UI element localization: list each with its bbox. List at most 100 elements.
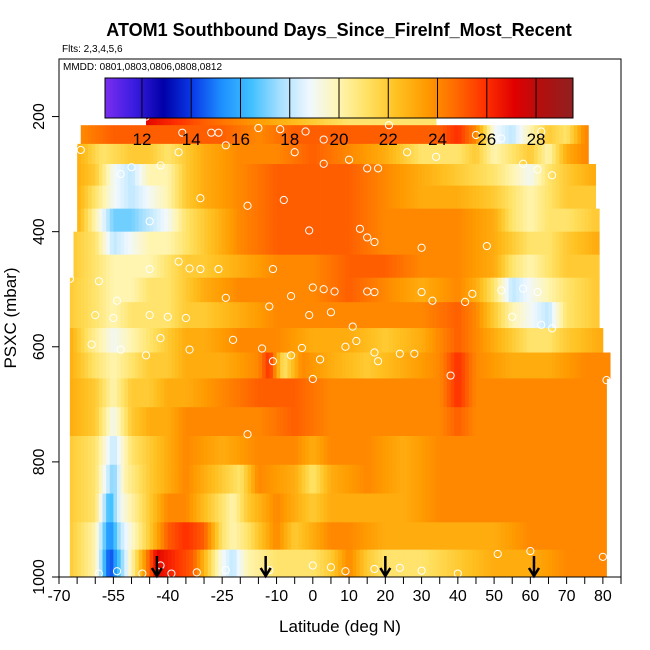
heatmap-cell [309,522,314,551]
heatmap-cell [138,208,143,233]
heatmap-cell [124,208,129,233]
heatmap-cell [457,125,462,145]
heatmap-cell [508,435,513,466]
heatmap-cell [559,185,564,210]
heatmap-cell [214,302,219,329]
sample-point [308,374,317,384]
heatmap-cell [77,328,82,353]
heatmap-cell [352,208,357,233]
heatmap-cell [280,302,285,329]
sample-point [290,148,299,157]
heatmap-cell [501,549,506,577]
heatmap-cell [334,208,339,233]
heatmap-cell [204,378,209,408]
heatmap-cell [504,277,509,303]
heatmap-cell [349,352,354,379]
heatmap-cell [396,277,401,303]
heatmap-cell [388,352,393,379]
heatmap-cell [454,407,459,437]
heatmap-cell [479,352,484,379]
heatmap-cell [280,549,285,577]
heatmap-cell [414,549,419,577]
heatmap-cell [457,435,462,466]
heatmap-cell [562,378,568,408]
heatmap-cell [156,407,161,437]
heatmap-cell [175,185,180,210]
heatmap-cell [156,378,161,408]
heatmap-cell [193,231,198,256]
heatmap-cell [555,378,560,408]
heatmap-cell [570,302,575,329]
heatmap-cell [450,464,455,494]
heatmap-cell [548,125,553,145]
heatmap-cell [167,352,172,379]
heatmap-cell [117,407,122,437]
heatmap-cell [399,208,404,233]
y-tick-label: 600 [31,333,48,360]
heatmap-cell [272,231,277,256]
heatmap-cell [468,522,473,551]
heatmap-cell [526,464,531,494]
heatmap-cell [142,143,147,165]
heatmap-cell [399,352,404,379]
heatmap-cell [468,254,473,279]
heatmap-cell [138,302,143,329]
heatmap-cell [349,164,354,187]
heatmap-cell [109,125,114,145]
heatmap-cell [530,464,535,494]
heatmap-cell [149,407,154,437]
heatmap-cell [555,464,560,494]
heatmap-cell [352,328,357,353]
heatmap-cell [84,164,89,187]
heatmap-cell [555,208,560,233]
heatmap-cell [595,231,600,256]
heatmap-cell [156,277,161,303]
heatmap-cell [341,549,346,577]
heatmap-cell [80,549,85,577]
heatmap-cell [508,328,513,353]
heatmap-cell [577,231,582,256]
heatmap-cell [243,143,248,165]
heatmap-cell [588,522,593,551]
heatmap-cell [193,522,198,551]
heatmap-cell [251,352,256,379]
heatmap-cell [370,407,375,437]
heatmap-cell [95,407,100,437]
heatmap-cell [388,464,393,494]
heatmap-cell [156,231,161,256]
heatmap-cell [233,143,238,165]
heatmap-cell [450,231,455,256]
sample-point [373,357,383,366]
heatmap-cell [497,435,502,466]
heatmap-cell [385,231,390,256]
heatmap-cell [533,435,539,466]
heatmap-cell [167,302,172,329]
heatmap-cell [229,464,234,494]
heatmap-cell [526,407,531,437]
heatmap-cell [269,493,274,523]
heatmap-cell [98,231,103,256]
heatmap-cell [541,464,546,494]
heatmap-cell [497,164,502,187]
heatmap-cell [381,277,386,303]
heatmap-cell [436,302,441,329]
heatmap-cell [432,143,437,165]
heatmap-cell [562,435,568,466]
heatmap-cell [446,493,451,523]
heatmap-cell [595,435,600,466]
heatmap-cell [523,185,528,210]
heatmap-cell [135,208,140,233]
heatmap-cell [91,143,96,165]
heatmap-cell [113,185,118,210]
heatmap-cell [417,164,422,187]
heatmap-cell [403,164,408,187]
heatmap-cell [327,254,332,279]
heatmap-cell [519,302,524,329]
heatmap-cell [301,143,306,165]
heatmap-cell [218,328,223,353]
heatmap-cell [316,164,321,187]
heatmap-cell [559,277,564,303]
heatmap-cell [443,254,448,279]
heatmap-cell [131,277,136,303]
heatmap-cell [175,254,180,279]
